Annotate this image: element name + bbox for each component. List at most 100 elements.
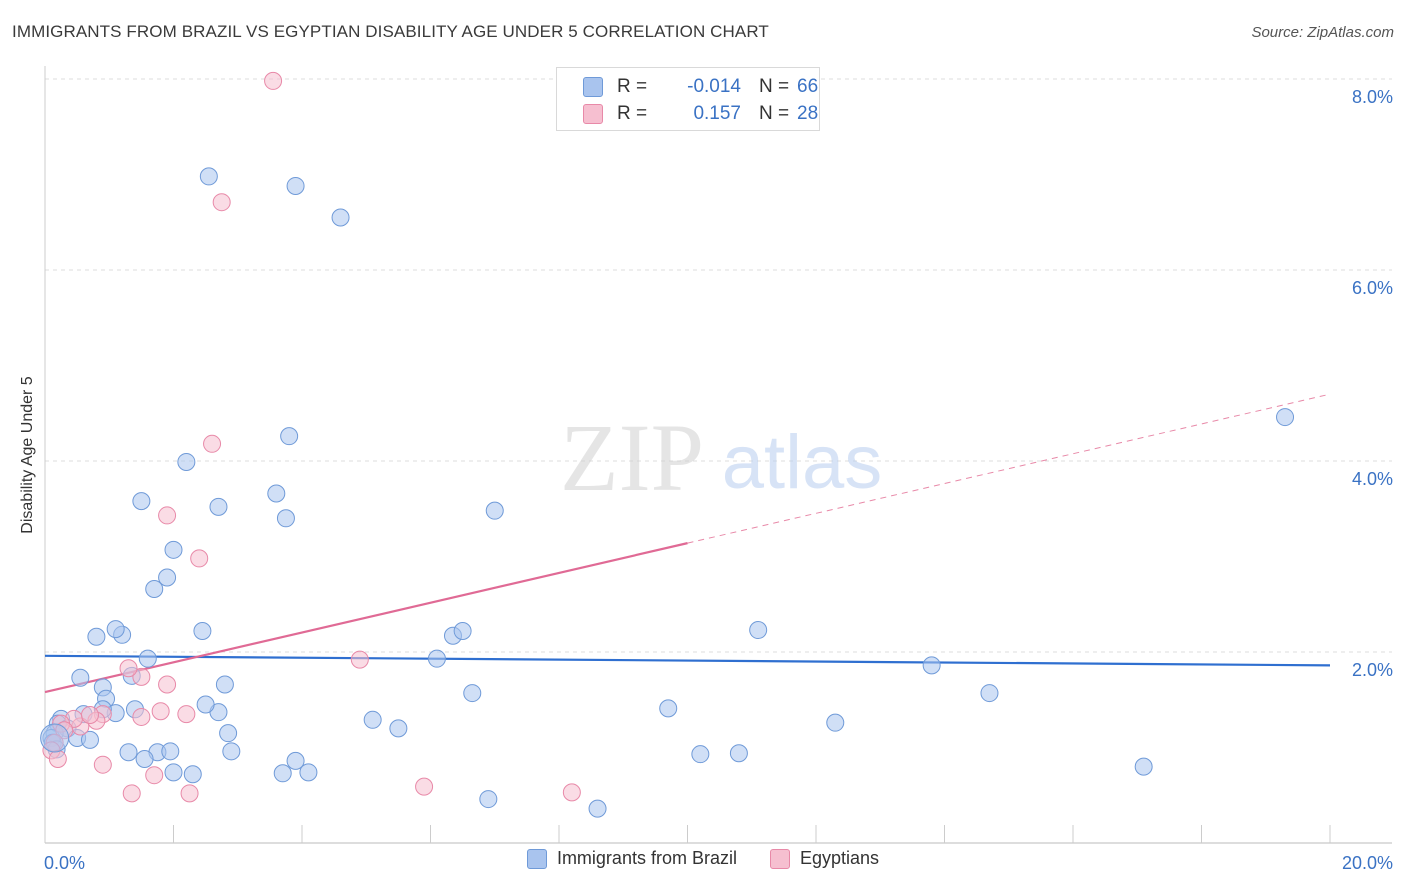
point-brazil[interactable] — [193, 621, 212, 640]
point-brazil[interactable] — [427, 649, 446, 668]
point-brazil[interactable] — [219, 724, 238, 743]
point-brazil[interactable] — [215, 675, 234, 694]
point-egyptians[interactable] — [80, 706, 99, 725]
y-tick-label: 2.0% — [1352, 660, 1393, 680]
legend-item-brazil[interactable]: Immigrants from Brazil — [526, 848, 737, 869]
stats-r-value: -0.014 — [687, 76, 741, 97]
y-tick-label: 8.0% — [1352, 87, 1393, 107]
point-brazil[interactable] — [453, 621, 472, 640]
legend-item-egyptians[interactable]: Egyptians — [769, 848, 879, 869]
stats-r-value: 0.157 — [693, 103, 741, 124]
point-brazil[interactable] — [659, 699, 678, 718]
point-brazil[interactable] — [164, 540, 183, 559]
point-brazil[interactable] — [691, 745, 710, 764]
legend-swatch-egyptians — [769, 848, 790, 869]
stats-legend: R = -0.014 N = 66 R = 0.157 N = 28 — [556, 67, 820, 131]
stats-n-label: N = — [759, 76, 790, 97]
point-brazil[interactable] — [177, 452, 196, 471]
stats-swatch-egyptians — [583, 104, 603, 124]
trend-line-brazil — [44, 654, 1331, 667]
gridlines — [45, 78, 1392, 653]
point-brazil[interactable] — [299, 763, 318, 782]
watermark-zip: ZIP — [560, 404, 704, 511]
point-egyptians[interactable] — [350, 650, 369, 669]
axes — [44, 66, 1392, 844]
point-brazil[interactable] — [276, 509, 295, 528]
stats-n-label: N = — [759, 103, 790, 124]
point-brazil-cluster[interactable] — [40, 723, 70, 753]
point-brazil[interactable] — [222, 742, 241, 761]
point-brazil[interactable] — [209, 497, 228, 516]
point-egyptians[interactable] — [93, 755, 112, 774]
point-egyptians[interactable] — [180, 784, 199, 803]
point-brazil[interactable] — [196, 695, 215, 714]
stats-n-value: 28 — [797, 103, 819, 124]
tick-labels: 2.0% 4.0% 6.0% 8.0% 0.0% 20.0% — [44, 87, 1393, 873]
source-label: Source: ZipAtlas.com — [1251, 24, 1394, 41]
trend-line-egyptians — [44, 542, 688, 694]
point-brazil[interactable] — [273, 764, 292, 783]
data-points — [40, 71, 1295, 818]
point-brazil[interactable] — [161, 742, 180, 761]
point-brazil[interactable] — [588, 799, 607, 818]
stats-r-label: R = — [617, 76, 648, 97]
point-egyptians[interactable] — [264, 71, 283, 90]
point-brazil[interactable] — [363, 710, 382, 729]
point-egyptians[interactable] — [212, 193, 231, 212]
point-brazil[interactable] — [183, 765, 202, 784]
point-brazil[interactable] — [826, 713, 845, 732]
point-brazil[interactable] — [119, 743, 138, 762]
point-brazil[interactable] — [286, 176, 305, 195]
point-brazil[interactable] — [145, 579, 164, 598]
point-egyptians[interactable] — [190, 549, 209, 568]
point-egyptians[interactable] — [151, 702, 170, 721]
point-brazil[interactable] — [138, 649, 157, 668]
point-brazil[interactable] — [749, 621, 768, 640]
point-egyptians[interactable] — [132, 667, 151, 686]
point-brazil[interactable] — [463, 684, 482, 703]
point-egyptians[interactable] — [158, 675, 177, 694]
point-brazil[interactable] — [485, 501, 504, 520]
point-egyptians[interactable] — [122, 784, 141, 803]
point-brazil[interactable] — [286, 751, 305, 770]
point-egyptians[interactable] — [562, 783, 581, 802]
point-brazil[interactable] — [389, 719, 408, 738]
trend-lines — [44, 393, 1331, 694]
series-legend: Immigrants from Brazil Egyptians — [0, 848, 1406, 874]
point-brazil[interactable] — [331, 208, 350, 227]
point-brazil[interactable] — [71, 668, 90, 687]
point-brazil[interactable] — [158, 568, 177, 587]
point-brazil[interactable] — [1276, 408, 1295, 427]
x-tick-label-min: 0.0% — [44, 853, 85, 873]
point-egyptians[interactable] — [177, 705, 196, 724]
chart-title: IMMIGRANTS FROM BRAZIL VS EGYPTIAN DISAB… — [12, 22, 769, 41]
point-brazil[interactable] — [106, 620, 125, 639]
point-egyptians[interactable] — [132, 707, 151, 726]
point-egyptians[interactable] — [158, 506, 177, 525]
point-brazil[interactable] — [267, 484, 286, 503]
legend-swatch-brazil — [526, 848, 547, 869]
point-brazil[interactable] — [164, 763, 183, 782]
point-egyptians[interactable] — [119, 659, 138, 678]
point-brazil[interactable] — [87, 627, 106, 646]
point-brazil[interactable] — [479, 790, 498, 809]
stats-n-value: 66 — [797, 76, 819, 97]
stats-swatch-brazil — [583, 77, 603, 97]
watermark-atlas: atlas — [722, 420, 883, 505]
point-egyptians[interactable] — [203, 434, 222, 453]
point-brazil[interactable] — [80, 730, 99, 749]
point-brazil[interactable] — [132, 492, 151, 511]
point-egyptians[interactable] — [145, 766, 164, 785]
point-brazil[interactable] — [199, 167, 218, 186]
point-egyptians[interactable] — [415, 777, 434, 796]
x-tick-label-max: 20.0% — [1342, 853, 1393, 873]
point-brazil[interactable] — [980, 684, 999, 703]
point-brazil[interactable] — [729, 744, 748, 763]
point-brazil[interactable] — [922, 656, 941, 675]
point-brazil[interactable] — [1134, 757, 1153, 776]
point-brazil[interactable] — [135, 749, 154, 768]
point-brazil[interactable] — [280, 427, 299, 446]
point-egyptians[interactable] — [48, 749, 67, 768]
legend-label-brazil: Immigrants from Brazil — [556, 848, 737, 868]
